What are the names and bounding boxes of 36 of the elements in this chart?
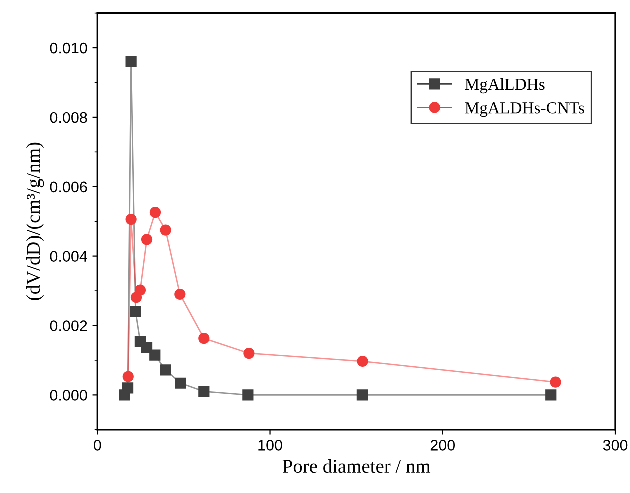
y-tick-label: 0.010 <box>50 42 88 54</box>
point <box>175 378 186 389</box>
y-tick-label: 0.004 <box>50 251 88 262</box>
y-axis-title: (dV/dD)/(cm³/g/nm) <box>26 142 44 300</box>
point <box>130 306 142 318</box>
y-tick-label: 0.008 <box>50 112 88 124</box>
point <box>141 342 153 354</box>
x-tick-label: 0 <box>94 440 102 451</box>
x-tick-label: 300 <box>603 440 628 451</box>
x-axis-title: Pore diameter / nm <box>282 459 431 474</box>
point <box>160 364 172 376</box>
point <box>244 348 255 360</box>
point <box>242 390 254 401</box>
x-tick-label: 200 <box>430 440 456 451</box>
point <box>198 333 210 344</box>
legend-label: MgAlLDHs <box>465 78 545 94</box>
point <box>122 382 134 394</box>
point <box>126 56 137 68</box>
point <box>357 356 368 368</box>
point <box>126 214 137 226</box>
point <box>134 284 146 296</box>
point <box>160 224 172 236</box>
point <box>150 350 161 361</box>
y-tick-label: 0.002 <box>50 320 88 332</box>
point <box>174 288 186 300</box>
point <box>122 371 134 382</box>
point <box>141 234 153 246</box>
point <box>150 207 162 218</box>
point <box>356 390 368 401</box>
y-tick-label: 0.006 <box>50 182 88 193</box>
point <box>550 376 562 388</box>
point <box>198 386 210 398</box>
legend-label: MgALDHs-CNTs <box>465 102 584 118</box>
x-tick-label: 100 <box>258 440 282 451</box>
point <box>546 390 557 401</box>
y-tick-label: 0.000 <box>50 390 88 401</box>
